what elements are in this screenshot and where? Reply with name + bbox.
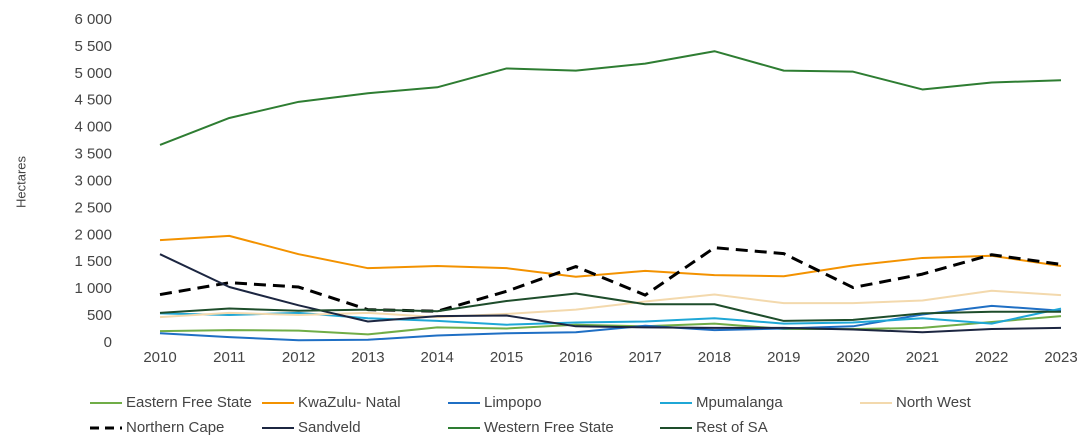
legend-label: North West [896,394,972,411]
y-tick-label: 5 000 [74,65,112,82]
series-line [159,253,1062,334]
x-tick-label: 2010 [143,349,176,366]
y-tick-label: 2 000 [74,226,112,243]
x-tick-label: 2021 [906,349,939,366]
legend-label: Northern Cape [126,419,224,436]
series-line [159,292,1061,322]
series-line [159,50,1062,146]
y-tick-label: 500 [87,307,112,324]
y-tick-label: 2 500 [74,199,112,216]
legend-label: Rest of SA [696,419,768,436]
y-tick-label: 3 500 [74,146,112,163]
series-line [159,234,1062,278]
legend-label: Western Free State [484,419,614,436]
x-tick-label: 2015 [490,349,523,366]
series-line [159,315,1062,336]
legend-label: Eastern Free State [126,394,252,411]
x-tick-label: 2016 [559,349,592,366]
legend-label: Sandveld [298,419,361,436]
x-tick-label: 2013 [351,349,384,366]
legend-label: Mpumalanga [696,394,783,411]
series-line [159,289,1062,319]
y-tick-label: 1 500 [74,253,112,270]
y-tick-label: 1 000 [74,280,112,297]
y-tick-label: 4 500 [74,92,112,109]
legend-label: Limpopo [484,394,542,411]
y-axis-label: Hectares [13,155,28,208]
x-tick-label: 2017 [628,349,661,366]
x-tick-label: 2019 [767,349,800,366]
x-tick-label: 2012 [282,349,315,366]
series-line [159,304,1062,342]
x-tick-label: 2014 [421,349,454,366]
y-tick-label: 6 000 [74,11,112,28]
y-tick-label: 0 [104,334,112,351]
series-line [159,246,1062,313]
legend-label: KwaZulu- Natal [298,394,401,411]
y-tick-label: 3 000 [74,172,112,189]
x-tick-label: 2023 [1044,349,1077,366]
x-tick-label: 2011 [213,349,245,366]
y-tick-label: 4 000 [74,119,112,136]
x-tick-label: 2022 [975,349,1008,366]
x-tick-label: 2018 [698,349,731,366]
x-tick-label: 2020 [836,349,869,366]
y-tick-label: 5 500 [74,38,112,55]
